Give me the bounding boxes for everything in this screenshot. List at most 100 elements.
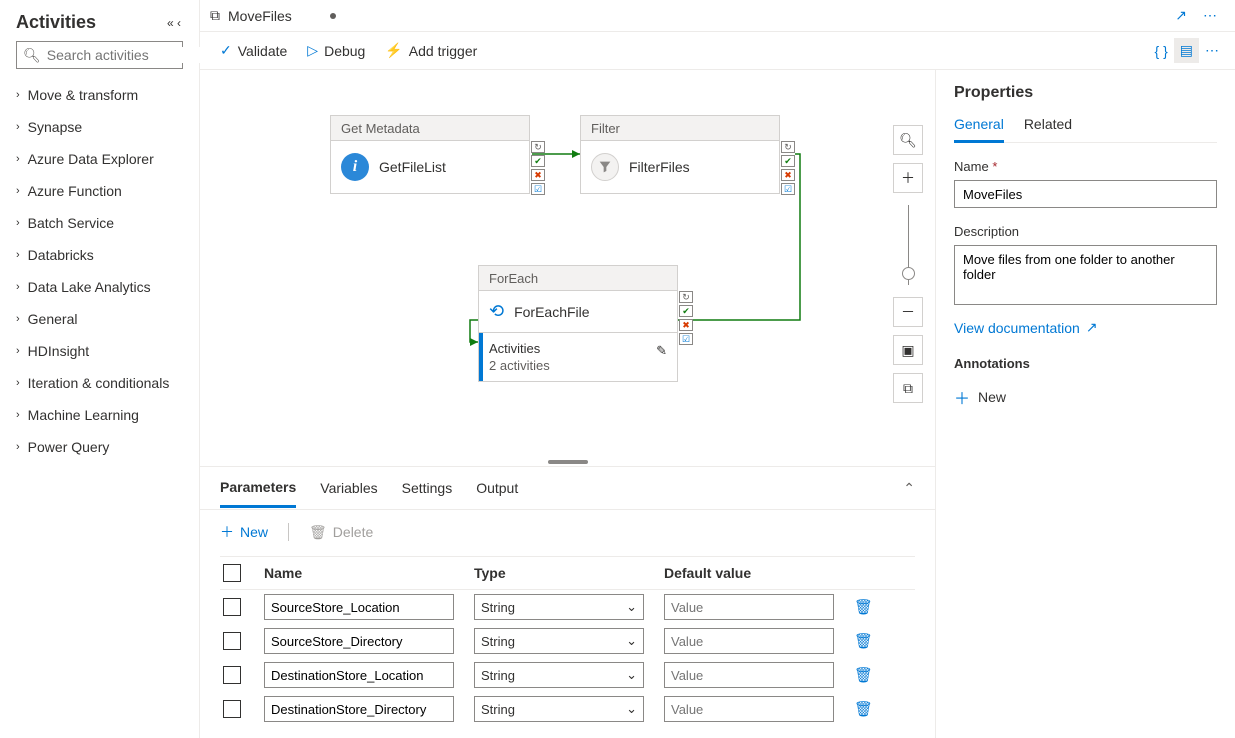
collapse-activities-icon[interactable]: « ‹ xyxy=(165,14,183,32)
foreach-icon: ⟲ xyxy=(489,301,504,322)
command-bar: ✓Validate ▷Debug ⚡Add trigger { } ▤ ⋯ xyxy=(200,32,1235,70)
param-name-input[interactable] xyxy=(264,628,454,654)
tab-parameters[interactable]: Parameters xyxy=(220,469,296,508)
activity-category[interactable]: ›General xyxy=(0,303,199,335)
activity-category[interactable]: ›Machine Learning xyxy=(0,399,199,431)
param-type-select[interactable]: String⌄ xyxy=(474,628,644,654)
activity-category[interactable]: ›Iteration & conditionals xyxy=(0,367,199,399)
debug-button[interactable]: ▷Debug xyxy=(297,38,375,63)
param-name-input[interactable] xyxy=(264,662,454,688)
port-completion[interactable]: ☑ xyxy=(531,183,545,195)
expand-icon[interactable]: ↗ xyxy=(1167,3,1195,28)
params-header-row: Name Type Default value xyxy=(220,556,915,590)
fit-screen-button[interactable]: ▣ xyxy=(893,335,923,365)
row-checkbox[interactable] xyxy=(223,632,241,650)
delete-row-button[interactable]: 🗑 xyxy=(854,666,878,684)
layout-button[interactable]: ⧉ xyxy=(893,373,923,403)
chevron-down-icon: ⌄ xyxy=(626,599,637,615)
port-success[interactable]: ✔ xyxy=(781,155,795,167)
row-checkbox[interactable] xyxy=(223,598,241,616)
port-success[interactable]: ✔ xyxy=(531,155,545,167)
activity-category[interactable]: ›Synapse xyxy=(0,111,199,143)
search-icon: 🔍︎ xyxy=(23,47,41,64)
param-name-input[interactable] xyxy=(264,696,454,722)
port[interactable]: ↻ xyxy=(679,291,693,303)
port-success[interactable]: ✔ xyxy=(679,305,693,317)
foreach-subactivities[interactable]: Activities 2 activities ✎ xyxy=(478,333,678,382)
properties-title: Properties xyxy=(954,84,1217,102)
json-view-button[interactable]: { } xyxy=(1149,39,1174,63)
view-documentation-link[interactable]: View documentation ↗ xyxy=(954,319,1217,336)
edit-icon[interactable]: ✎ xyxy=(656,343,667,359)
description-textarea[interactable]: Move files from one folder to another fo… xyxy=(954,245,1217,305)
activity-node-foreach[interactable]: ForEach ⟲ ForEachFile Activities 2 activ… xyxy=(478,265,678,382)
delete-row-button[interactable]: 🗑 xyxy=(854,632,878,650)
new-param-button[interactable]: ＋New xyxy=(220,522,268,542)
validate-button[interactable]: ✓Validate xyxy=(210,38,297,63)
more-icon[interactable]: ⋯ xyxy=(1195,3,1225,28)
param-default-input[interactable] xyxy=(664,628,834,654)
delete-param-button[interactable]: 🗑Delete xyxy=(309,524,373,541)
activities-panel: Activities « ‹ 🔍︎ ›Move & transform ›Syn… xyxy=(0,0,200,738)
param-type-select[interactable]: String⌄ xyxy=(474,662,644,688)
zoom-in-button[interactable]: ＋ xyxy=(893,163,923,193)
canvas-more-button[interactable]: ⋯ xyxy=(1199,38,1225,63)
chevron-down-icon: ⌄ xyxy=(626,701,637,717)
external-link-icon: ↗ xyxy=(1086,319,1098,336)
properties-tab-related[interactable]: Related xyxy=(1024,116,1072,142)
port-fail[interactable]: ✖ xyxy=(531,169,545,181)
activity-category[interactable]: ›Batch Service xyxy=(0,207,199,239)
activity-category[interactable]: ›Azure Data Explorer xyxy=(0,143,199,175)
tab-settings[interactable]: Settings xyxy=(402,470,453,506)
properties-toggle-button[interactable]: ▤ xyxy=(1174,38,1199,63)
activity-node-filter[interactable]: Filter FilterFiles ↻ ✔ ✖ ☑ xyxy=(580,115,780,194)
name-input[interactable] xyxy=(954,180,1217,208)
activity-category[interactable]: ›Databricks xyxy=(0,239,199,271)
activity-category[interactable]: ›Power Query xyxy=(0,431,199,463)
param-type-select[interactable]: String⌄ xyxy=(474,594,644,620)
activity-category[interactable]: ›HDInsight xyxy=(0,335,199,367)
pipeline-tab[interactable]: ⧉ MoveFiles xyxy=(210,7,336,24)
tab-output[interactable]: Output xyxy=(476,470,518,506)
zoom-slider[interactable] xyxy=(908,205,909,285)
check-icon: ✓ xyxy=(220,42,232,59)
pipeline-icon: ⧉ xyxy=(210,7,220,24)
row-checkbox[interactable] xyxy=(223,700,241,718)
lightning-icon: ⚡ xyxy=(385,42,402,59)
param-type-select[interactable]: String⌄ xyxy=(474,696,644,722)
editor-tab-bar: ⧉ MoveFiles ↗ ⋯ xyxy=(200,0,1235,32)
param-default-input[interactable] xyxy=(664,594,834,620)
pipeline-canvas[interactable]: Get Metadata i GetFileList ↻ ✔ ✖ ☑ xyxy=(200,70,935,460)
node-ports: ↻ ✔ ✖ ☑ xyxy=(679,291,693,345)
port-completion[interactable]: ☑ xyxy=(781,183,795,195)
port-fail[interactable]: ✖ xyxy=(679,319,693,331)
activity-node-get-metadata[interactable]: Get Metadata i GetFileList ↻ ✔ ✖ ☑ xyxy=(330,115,530,194)
tab-variables[interactable]: Variables xyxy=(320,470,377,506)
port-fail[interactable]: ✖ xyxy=(781,169,795,181)
param-default-input[interactable] xyxy=(664,696,834,722)
search-canvas-button[interactable]: 🔍︎ xyxy=(893,125,923,155)
param-default-input[interactable] xyxy=(664,662,834,688)
delete-row-button[interactable]: 🗑 xyxy=(854,598,878,616)
zoom-out-button[interactable]: － xyxy=(893,297,923,327)
add-trigger-button[interactable]: ⚡Add trigger xyxy=(375,38,487,63)
properties-tab-general[interactable]: General xyxy=(954,116,1004,143)
zoom-knob[interactable] xyxy=(902,267,915,280)
add-annotation-button[interactable]: ＋ New xyxy=(954,385,1217,409)
delete-row-button[interactable]: 🗑 xyxy=(854,700,878,718)
port-completion[interactable]: ☑ xyxy=(679,333,693,345)
row-checkbox[interactable] xyxy=(223,666,241,684)
activity-category[interactable]: ›Azure Function xyxy=(0,175,199,207)
properties-tabs: General Related xyxy=(954,116,1217,143)
param-name-input[interactable] xyxy=(264,594,454,620)
node-ports: ↻ ✔ ✖ ☑ xyxy=(781,141,795,195)
activities-search[interactable]: 🔍︎ xyxy=(16,41,183,69)
port[interactable]: ↻ xyxy=(531,141,545,153)
select-all-checkbox[interactable] xyxy=(223,564,241,582)
collapse-bottom-icon[interactable]: ⌃ xyxy=(903,480,915,497)
annotations-label: Annotations xyxy=(954,356,1217,371)
info-icon: i xyxy=(341,153,369,181)
activity-category[interactable]: ›Data Lake Analytics xyxy=(0,271,199,303)
port[interactable]: ↻ xyxy=(781,141,795,153)
activity-category[interactable]: ›Move & transform xyxy=(0,79,199,111)
